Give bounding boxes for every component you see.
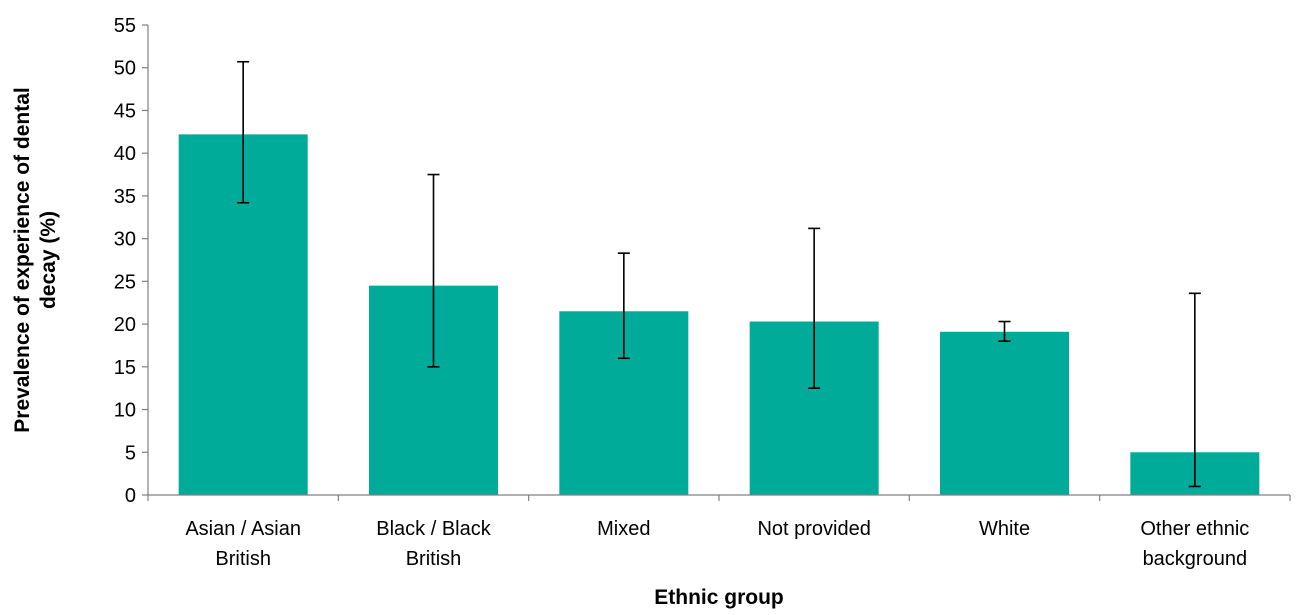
x-category-label: Other ethnic [1140, 518, 1249, 540]
y-tick-label: 0 [125, 485, 136, 507]
y-tick-label: 20 [114, 314, 136, 336]
y-axis-title-line-2: decay (%) [37, 211, 60, 309]
x-category-label: British [215, 548, 271, 570]
error-bar-1 [427, 173, 440, 368]
plot-area: 0 5 10 15 20 25 30 35 40 45 50 55 Asian / Asian Briti… [114, 15, 1291, 570]
bar-4 [940, 331, 1069, 495]
x-category-label: Not provided [757, 518, 870, 540]
y-tick-label: 35 [114, 186, 136, 208]
error-bar-0 [237, 60, 250, 204]
error-bar-5 [1188, 292, 1201, 488]
y-axis-title-line-1: Prevalence of experience of dental [11, 87, 34, 432]
error-bar-4 [998, 320, 1011, 342]
x-category-label: Black / Black [376, 518, 491, 540]
x-category-label: Asian / Asian [185, 518, 301, 540]
y-tick-label: 45 [114, 100, 136, 122]
x-axis-title: Ethnic group [654, 586, 784, 609]
x-category-label: White [979, 518, 1030, 540]
y-tick-label: 15 [114, 357, 136, 379]
x-category-label: Mixed [597, 518, 650, 540]
y-tick-label: 5 [125, 442, 136, 464]
error-bar-3 [808, 227, 821, 389]
y-axis-title: Prevalence of experience of dental decay… [11, 87, 60, 432]
x-category-label: British [406, 548, 462, 570]
y-tick-label: 10 [114, 400, 136, 422]
y-tick-label: 40 [114, 143, 136, 165]
y-tick-label: 25 [114, 271, 136, 293]
y-tick-label: 50 [114, 58, 136, 80]
y-tick-label: 30 [114, 229, 136, 251]
y-tick-label: 55 [114, 15, 136, 37]
error-bar-2 [617, 252, 630, 360]
x-category-label: background [1143, 548, 1248, 570]
